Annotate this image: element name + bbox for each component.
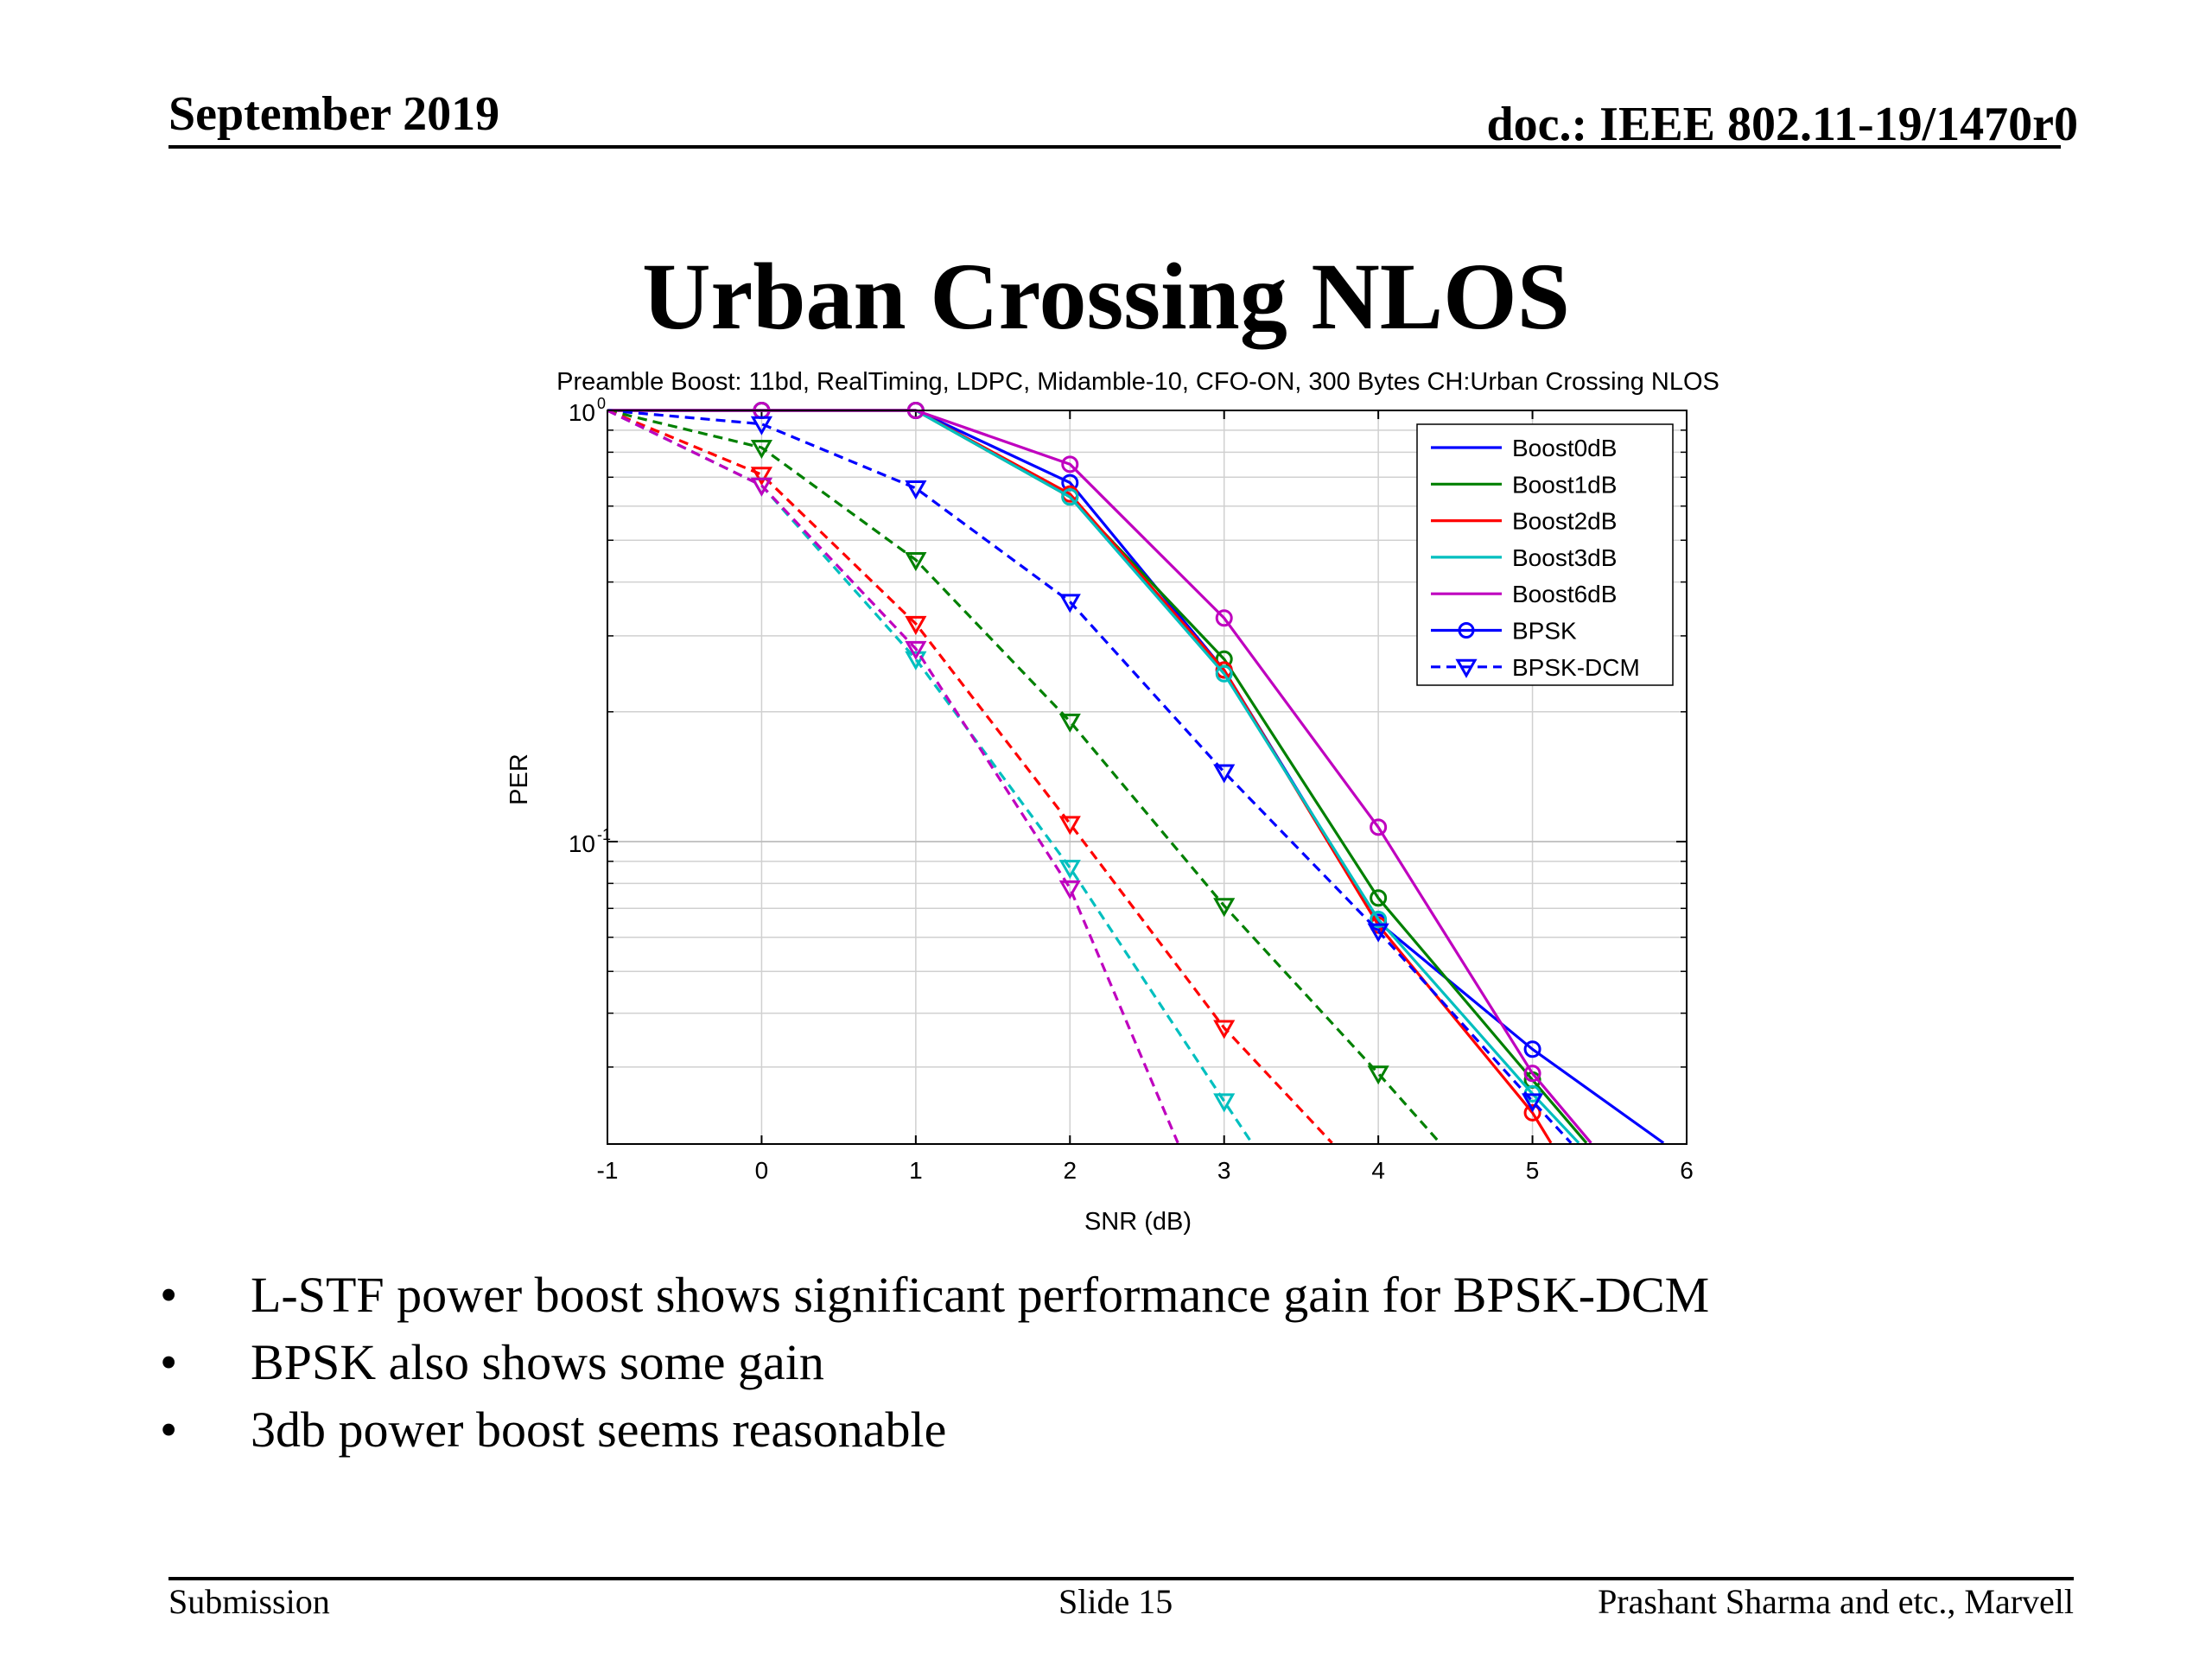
data-point-triangle bbox=[1367, 1065, 1389, 1085]
data-point-triangle bbox=[905, 480, 927, 500]
data-point-triangle bbox=[1058, 594, 1081, 613]
bullet-item: • BPSK also shows some gain bbox=[156, 1333, 1709, 1401]
data-point-triangle bbox=[1367, 923, 1389, 943]
legend-label: Boost2dB bbox=[1512, 508, 1617, 535]
legend-box bbox=[1416, 423, 1674, 686]
x-tick-label: 0 bbox=[755, 1157, 769, 1184]
series-group bbox=[607, 402, 1665, 1145]
bullet-text: 3db power boost seems reasonable bbox=[251, 1402, 947, 1458]
data-point-triangle bbox=[750, 440, 773, 460]
data-point-triangle bbox=[905, 651, 927, 671]
bullet-text: BPSK also shows some gain bbox=[251, 1334, 824, 1390]
data-point-triangle bbox=[905, 552, 927, 572]
data-point-circle bbox=[1370, 818, 1388, 836]
series-line bbox=[607, 409, 1254, 1144]
data-point-triangle bbox=[1213, 898, 1236, 918]
bullet-dot: • bbox=[160, 1334, 178, 1390]
data-point-triangle bbox=[905, 615, 927, 635]
data-point-circle bbox=[1523, 1065, 1541, 1083]
header-doc-id: doc.: IEEE 802.11-19/1470r0 bbox=[1486, 98, 2078, 151]
data-point-triangle bbox=[1521, 1093, 1544, 1113]
bullet-text: L-STF power boost shows significant perf… bbox=[251, 1267, 1710, 1323]
data-point-circle bbox=[1523, 1103, 1541, 1122]
y-axis-label: PER bbox=[505, 753, 533, 805]
legend-label: BPSK bbox=[1512, 618, 1577, 645]
data-point-circle bbox=[1370, 889, 1388, 907]
data-point-triangle bbox=[905, 640, 927, 660]
data-point-triangle bbox=[1213, 1093, 1236, 1113]
bullet-dot: • bbox=[160, 1267, 178, 1323]
data-point-circle bbox=[1523, 1040, 1541, 1058]
footer-submission: Submission bbox=[168, 1582, 330, 1621]
legend-marker-circle bbox=[1458, 622, 1475, 639]
legend-label: BPSK-DCM bbox=[1512, 654, 1640, 681]
legend-label: Boost0dB bbox=[1512, 435, 1617, 461]
data-point-circle bbox=[1215, 609, 1233, 627]
y-tick-label: 10 bbox=[569, 830, 595, 857]
data-point-triangle bbox=[1058, 860, 1081, 880]
x-tick-label: 4 bbox=[1371, 1157, 1385, 1184]
slide-title: Urban Crossing NLOS bbox=[642, 244, 1570, 349]
data-point-triangle bbox=[1058, 880, 1081, 899]
series-line bbox=[607, 409, 1573, 1144]
y-tick-label: 10 bbox=[569, 399, 595, 426]
footer-slide-number: Slide 15 bbox=[1058, 1582, 1173, 1621]
footer-author: Prashant Sharma and etc., Marvell bbox=[1598, 1582, 2074, 1621]
x-tick-label: -1 bbox=[597, 1157, 619, 1184]
footer-rule bbox=[168, 1577, 2074, 1580]
chart-title: Preamble Boost: 11bd, RealTiming, LDPC, … bbox=[556, 368, 1719, 396]
data-point-circle bbox=[1061, 488, 1079, 506]
bullet-item: • 3db power boost seems reasonable bbox=[156, 1401, 1709, 1468]
x-tick-label: 2 bbox=[1063, 1157, 1077, 1184]
y-tick-exponent: -1 bbox=[597, 826, 611, 843]
series-line bbox=[607, 409, 1179, 1144]
x-tick-label: 5 bbox=[1526, 1157, 1540, 1184]
data-point-triangle bbox=[1213, 764, 1236, 784]
x-tick-label: 1 bbox=[909, 1157, 923, 1184]
data-point-triangle bbox=[1213, 1020, 1236, 1039]
bullet-list: • L-STF power boost shows significant per… bbox=[156, 1266, 1709, 1468]
per-vs-snr-chart: Preamble Boost: 11bd, RealTiming, LDPC, … bbox=[505, 368, 1719, 1236]
header-rule bbox=[168, 145, 2061, 149]
data-point-triangle bbox=[750, 477, 773, 497]
y-tick-exponent: 0 bbox=[597, 395, 606, 412]
data-point-triangle bbox=[750, 416, 773, 435]
bullet-dot: • bbox=[160, 1402, 178, 1458]
header-date: September 2019 bbox=[168, 87, 500, 141]
data-point-triangle bbox=[1058, 713, 1081, 733]
legend-label: Boost6dB bbox=[1512, 581, 1617, 607]
data-point-circle bbox=[1370, 911, 1388, 929]
data-point-circle bbox=[1061, 455, 1079, 474]
data-point-circle bbox=[1215, 664, 1233, 683]
data-point-triangle bbox=[750, 467, 773, 486]
plot-frame bbox=[607, 410, 1688, 1145]
series-line bbox=[607, 409, 1441, 1144]
legend-label: Boost3dB bbox=[1512, 544, 1617, 571]
bullet-item: • L-STF power boost shows significant per… bbox=[156, 1266, 1709, 1333]
legend-label: Boost1dB bbox=[1512, 471, 1617, 498]
legend: Boost0dB Boost1dB Boost2dB Boost3dB Boost6dB… bbox=[1416, 423, 1674, 686]
data-point-triangle bbox=[1058, 816, 1081, 836]
x-tick-label: 3 bbox=[1217, 1157, 1231, 1184]
legend-marker-triangle bbox=[1455, 658, 1478, 678]
x-axis-label: SNR (dB) bbox=[1084, 1208, 1192, 1236]
series-line bbox=[607, 409, 1553, 1144]
x-tick-label: 6 bbox=[1680, 1157, 1694, 1184]
